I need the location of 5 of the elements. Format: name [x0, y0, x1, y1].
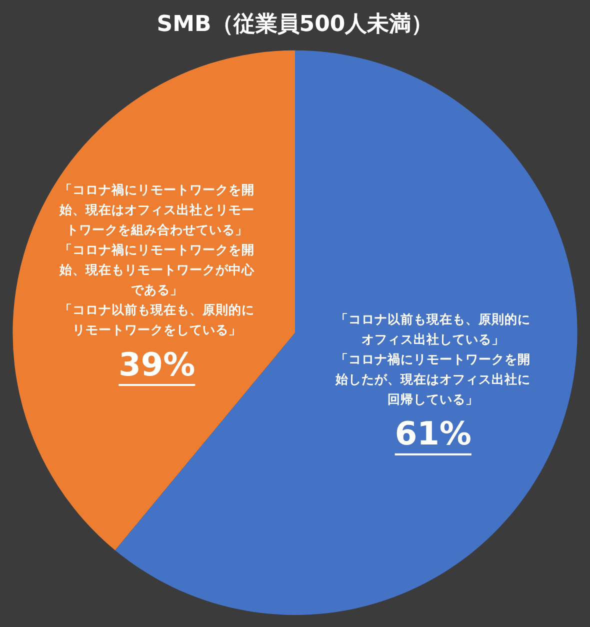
slice-label: 「コロナ以前も現在も、原則的にオフィス出社している」「コロナ禍にリモートワークを開始したが、現在はオフィス出社に回帰している」: [334, 312, 531, 407]
chart-title: SMB（従業員500人未満）: [156, 12, 434, 37]
data-label: 61%: [394, 414, 472, 453]
slice-label: 「コロナ禍にリモートワークを開始、現在はオフィス出社とリモートワークを組み合わせている」「コロナ禍にリモートワークを開始、現在もリモートワークが中心である」「コロナ以前も現在も、原則的にリモートワークをしている」: [58, 182, 256, 338]
data-label: 39%: [118, 345, 196, 384]
